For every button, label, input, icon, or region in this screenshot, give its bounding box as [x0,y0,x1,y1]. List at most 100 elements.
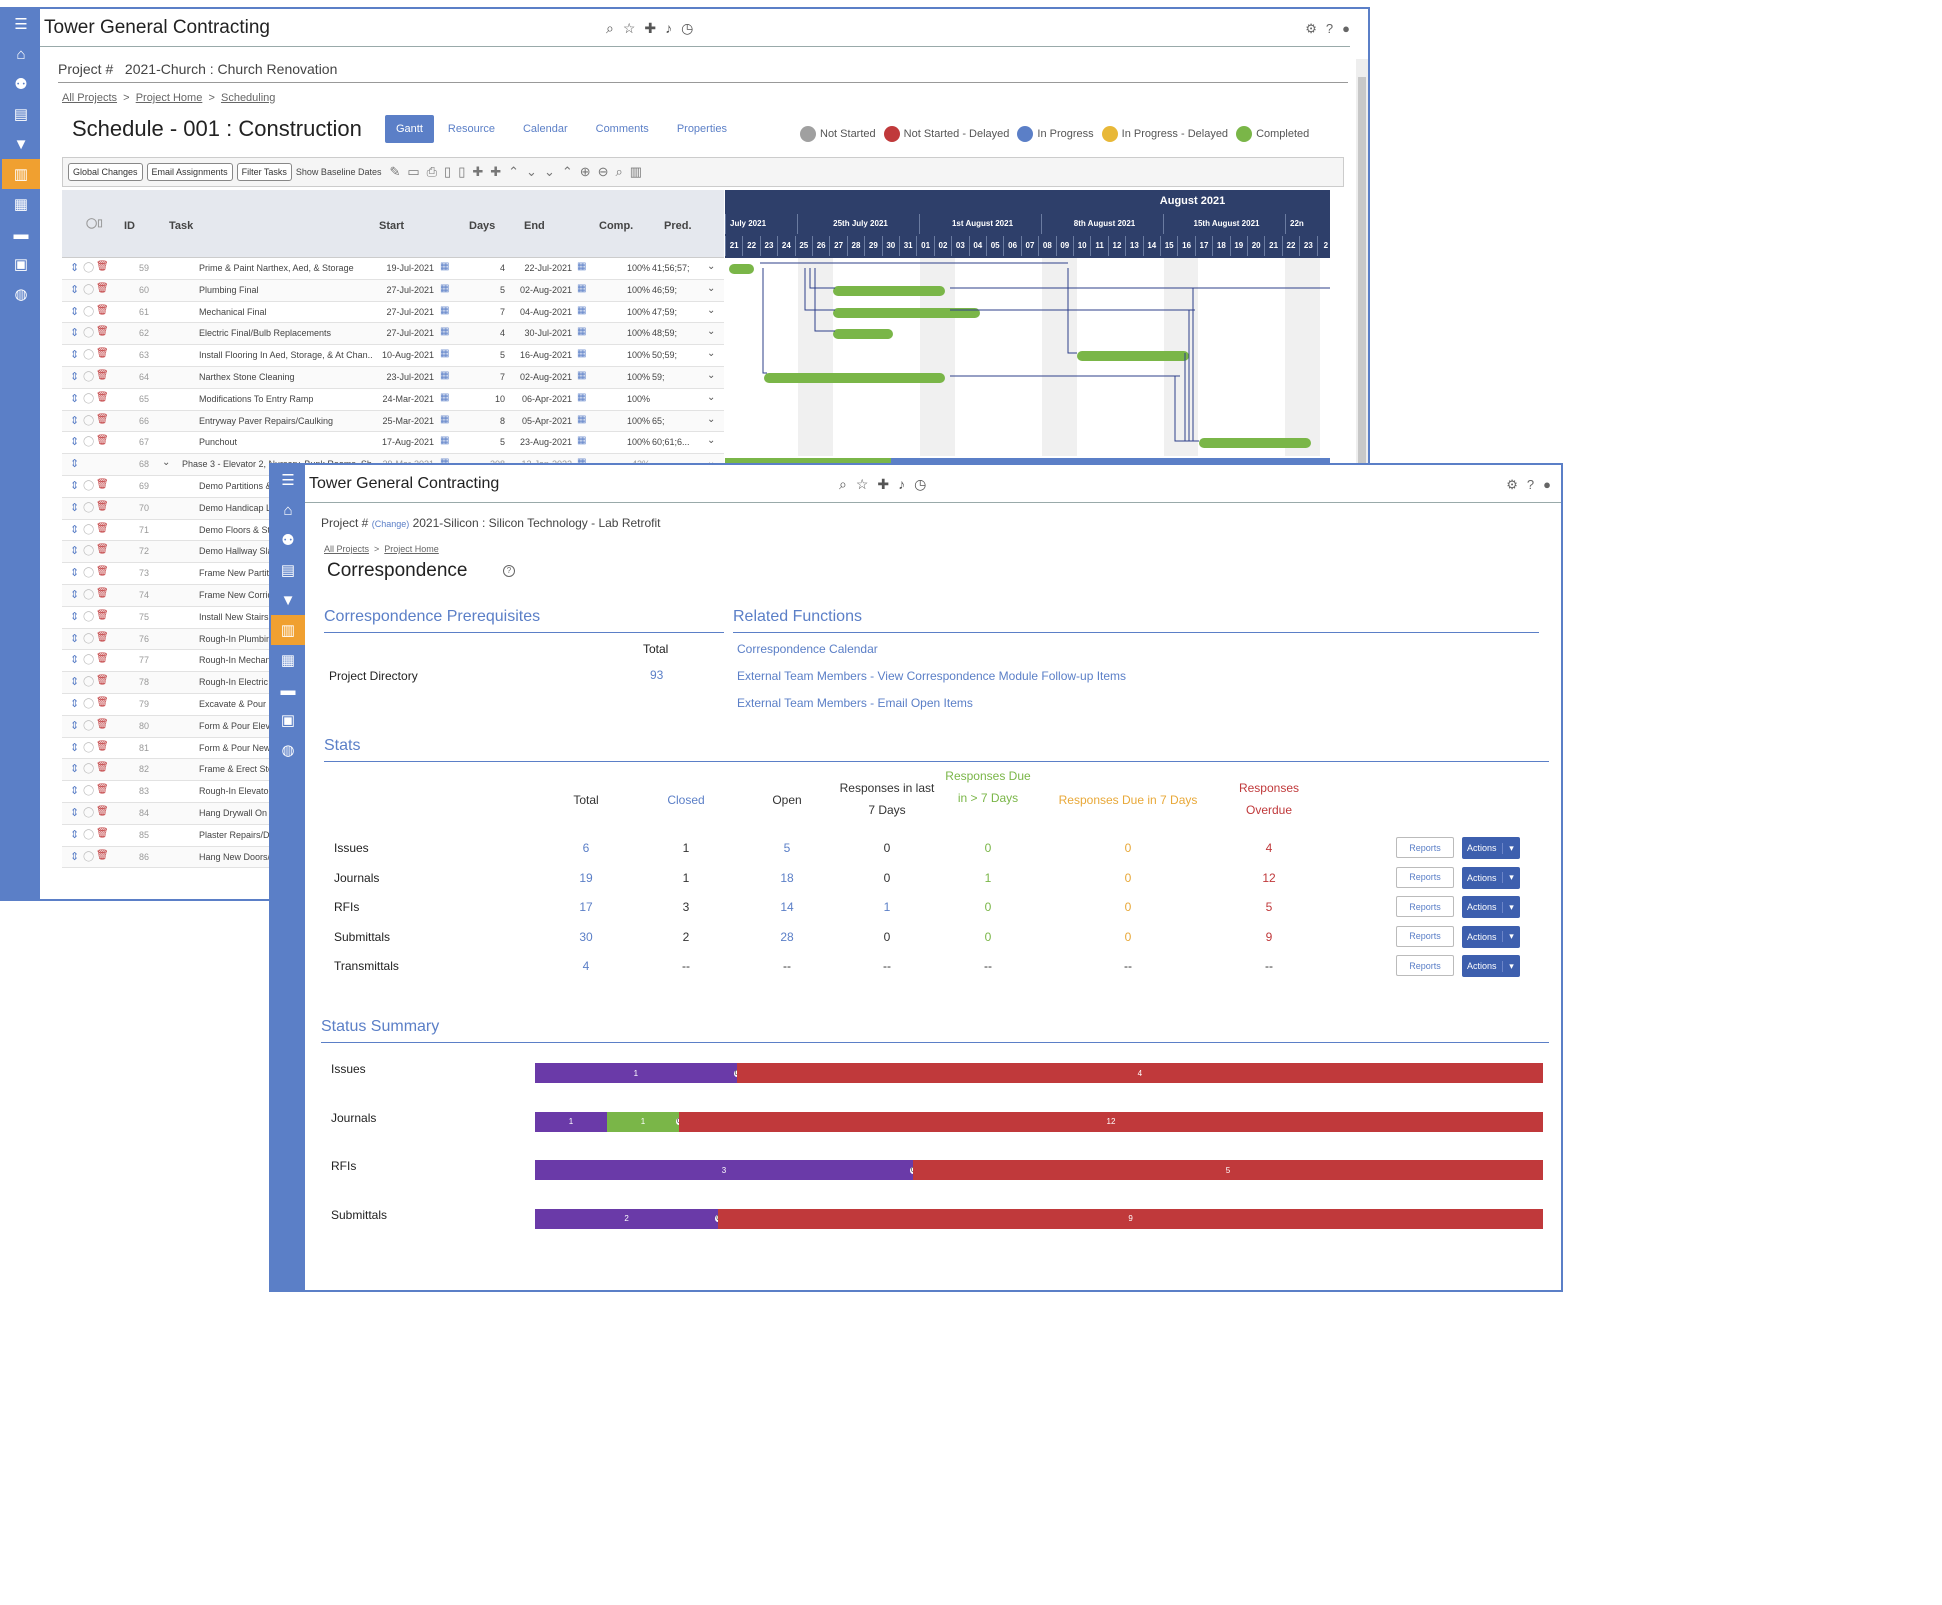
reorder-icon[interactable]: ⇕ [70,676,80,689]
start-calendar-icon[interactable]: ▦ [440,326,450,338]
delete-icon[interactable]: 🗑 [96,653,109,665]
status-circle-icon[interactable]: ◯ [83,436,95,448]
actions-button[interactable]: Actions ▾ [1462,896,1520,919]
status-circle-icon[interactable]: ◯ [83,392,95,404]
gantt-bar[interactable] [763,373,946,383]
reorder-icon[interactable]: ⇕ [70,763,80,776]
collapse-chevron-icon[interactable]: ⌄ [162,457,171,469]
actions-button[interactable]: Actions ▾ [1462,925,1520,948]
actions-dropdown-icon[interactable]: ▾ [1502,931,1520,943]
documents-icon[interactable]: ▤ [280,562,296,579]
status-circle-icon[interactable]: ◯ [83,327,95,339]
reorder-icon[interactable]: ⇕ [70,589,80,601]
bell-icon[interactable]: ♪ [898,476,906,492]
pred-dropdown-icon[interactable]: ⌄ [707,348,716,360]
select-all-icon[interactable]: ◯▯ [86,218,103,229]
bar-segment[interactable]: 9 [718,1208,1543,1229]
delete-icon[interactable]: 🗑 [96,806,109,817]
reorder-icon[interactable]: ⇕ [70,567,80,580]
crumb-all-projects[interactable]: All Projects [62,92,118,104]
timer-icon[interactable]: ◷ [681,20,694,36]
pred-dropdown-icon[interactable]: ⌄ [707,435,716,447]
actions-button[interactable]: Actions ▾ [1462,866,1520,889]
end-calendar-icon[interactable]: ▦ [577,261,587,272]
crumb-all-projects[interactable]: All Projects [324,544,370,554]
delete-icon[interactable]: 🗑 [96,566,109,578]
actions-dropdown-icon[interactable]: ▾ [1502,901,1520,913]
reorder-icon[interactable]: ⇕ [70,828,80,841]
status-circle-icon[interactable]: ◯ [83,741,95,753]
stat-value[interactable]: 12 [1262,870,1276,885]
reorder-icon[interactable]: ⇕ [70,392,80,405]
reorder-icon[interactable]: ⇕ [70,523,80,536]
gantt-bar[interactable] [833,285,946,296]
stat-value[interactable]: 1 [984,870,992,885]
gantt-bar[interactable] [833,329,893,340]
start-calendar-icon[interactable]: ▦ [440,282,450,294]
funnel-icon[interactable]: ▼ [280,591,296,609]
funnel-icon[interactable]: ▼ [13,135,29,153]
stat-value[interactable]: 4 [1265,841,1273,855]
help-icon[interactable]: ? [503,565,515,577]
status-circle-icon[interactable]: ◯ [83,305,95,317]
start-calendar-icon[interactable]: ▦ [440,435,450,447]
table-row[interactable]: ⇕ ◯ 🗑 62 Electric Final/Bulb Replacements 27-… [62,323,724,346]
actions-dropdown-icon[interactable]: ▾ [1502,960,1520,972]
column-header-days[interactable]: Days [469,220,496,232]
start-calendar-icon[interactable]: ▦ [440,391,450,403]
stat-value[interactable]: 2 [682,929,690,944]
menu-icon[interactable]: ☰ [281,472,295,489]
tab-gantt[interactable]: Gantt [385,115,434,143]
stat-value[interactable]: -- [783,959,791,974]
stat-value[interactable]: 18 [780,870,794,885]
column-header-start[interactable]: Start [379,220,405,232]
truck-icon[interactable]: ▬ [280,681,296,699]
delete-icon[interactable]: 🗑 [96,544,109,556]
tab-calendar[interactable]: Calendar [522,123,568,135]
vertical-scrollbar[interactable] [1356,59,1368,471]
pred-dropdown-icon[interactable]: ⌄ [707,304,716,316]
status-circle-icon[interactable]: ◯ [83,589,95,600]
delete-icon[interactable]: 🗑 [96,849,109,861]
gantt-bar[interactable] [833,307,980,318]
end-calendar-icon[interactable]: ▦ [577,370,587,381]
end-calendar-icon[interactable]: ▦ [577,348,587,360]
delete-icon[interactable]: 🗑 [96,413,109,425]
reports-button[interactable]: Reports [1396,925,1454,947]
stat-value[interactable]: 17 [579,900,593,915]
reorder-icon[interactable]: ⇕ [70,305,80,318]
delete-icon[interactable]: 🗑 [96,261,109,272]
tab-properties[interactable]: Properties [676,123,727,135]
baseline-toggle[interactable]: Show Baseline Dates [295,167,382,177]
reorder-icon[interactable]: ⇕ [70,632,80,645]
delete-icon[interactable]: 🗑 [96,348,109,360]
gear-icon[interactable]: ⚙ [1305,21,1317,36]
bar-segment[interactable]: 1 [535,1063,737,1083]
stat-value[interactable]: -- [883,959,891,974]
reorder-icon[interactable]: ⇕ [70,501,80,514]
end-calendar-icon[interactable]: ▦ [577,435,587,447]
reorder-icon[interactable]: ⇕ [70,610,80,623]
stat-value[interactable]: -- [984,959,992,974]
plus-icon[interactable]: ✚ [877,476,890,492]
stat-value[interactable]: 19 [579,870,593,885]
status-circle-icon[interactable]: ◯ [83,371,95,382]
documents-icon[interactable]: ▤ [13,106,29,123]
delete-icon[interactable]: 🗑 [96,588,109,599]
search-icon[interactable]: ⌕ [606,20,614,36]
toolbar-icons[interactable]: ✎▭⎙▯▯✚✚⌃⌄⌄⌃⊕⊖⌕▥ [389,164,650,179]
stat-value[interactable]: 0 [1124,841,1132,855]
actions-dropdown-icon[interactable]: ▾ [1502,872,1520,884]
status-circle-icon[interactable]: ◯ [83,349,95,361]
table-row[interactable]: ⇕ ◯ 🗑 65 Modifications To Entry Ramp 24-Mar-2… [62,388,724,411]
help-icon[interactable]: ? [1526,477,1535,492]
stat-value[interactable]: -- [682,959,690,974]
status-circle-icon[interactable]: ◯ [83,807,95,818]
end-calendar-icon[interactable]: ▦ [577,391,587,403]
globe-icon[interactable]: ◍ [14,286,28,303]
status-circle-icon[interactable]: ◯ [83,828,95,840]
table-row[interactable]: ⇕ ◯ 🗑 64 Narthex Stone Cleaning 23-Jul-2021 7 0… [62,367,724,389]
delete-icon[interactable]: 🗑 [96,435,109,447]
end-calendar-icon[interactable]: ▦ [577,326,587,338]
stat-value[interactable]: 30 [579,929,593,944]
